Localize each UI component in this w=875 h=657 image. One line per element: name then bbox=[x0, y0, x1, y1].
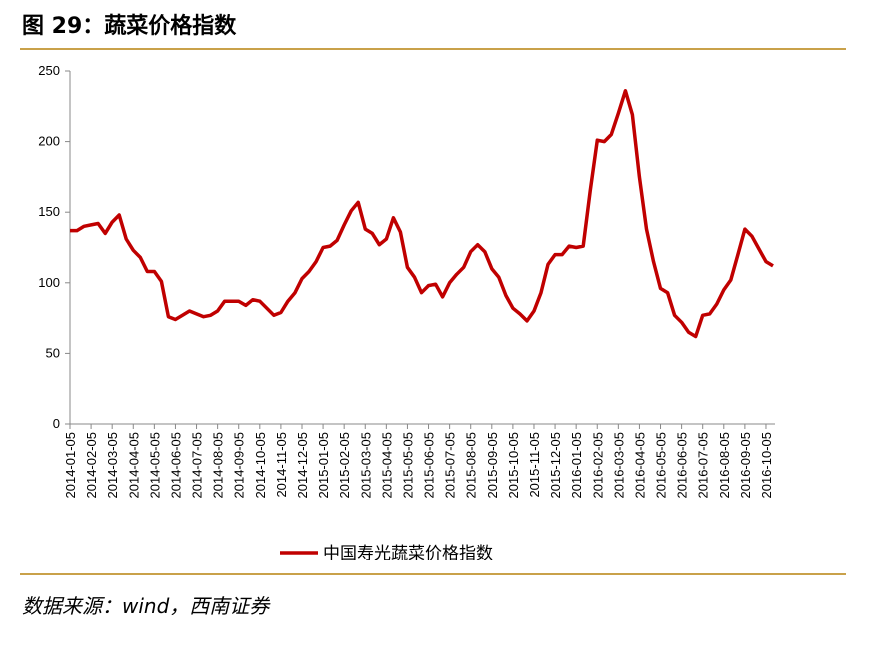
x-tick-label: 2016-05-05 bbox=[654, 432, 669, 499]
x-tick-label: 2016-02-05 bbox=[590, 432, 605, 499]
x-tick-label: 2014-05-05 bbox=[147, 432, 162, 499]
x-tick-label: 2015-04-05 bbox=[379, 432, 394, 499]
x-tick-label: 2014-08-05 bbox=[211, 432, 226, 499]
chart: 0 50 100 150 200 250 2014-01-05 2014-02-05 2014-… bbox=[38, 63, 775, 560]
x-tick-label: 2016-06-05 bbox=[675, 432, 690, 499]
line-series bbox=[70, 89, 774, 339]
x-tick-label: 2015-06-05 bbox=[422, 432, 437, 499]
x-tick-label: 2015-05-05 bbox=[400, 432, 415, 499]
x-tick-label: 2014-03-05 bbox=[105, 432, 120, 499]
x-tick-label: 2014-06-05 bbox=[168, 432, 183, 499]
source-note: 数据来源：wind，西南证券 bbox=[22, 594, 270, 618]
y-tick-label: 50 bbox=[46, 345, 60, 360]
top-rule bbox=[20, 48, 846, 50]
x-tick-label: 2016-03-05 bbox=[611, 432, 626, 499]
x-tick-label: 2014-07-05 bbox=[190, 432, 205, 499]
figure-title: 图 29：蔬菜价格指数 bbox=[22, 14, 237, 39]
bottom-rule bbox=[20, 573, 846, 575]
x-tick-label: 2015-11-05 bbox=[527, 432, 542, 498]
x-tick-label: 2016-09-05 bbox=[738, 432, 753, 499]
x-tick-label: 2016-04-05 bbox=[632, 432, 647, 499]
x-tick-label: 2015-01-05 bbox=[316, 432, 331, 499]
legend-label: 中国寿光蔬菜价格指数 bbox=[323, 544, 493, 560]
x-tick-label: 2015-09-05 bbox=[485, 432, 500, 499]
x-tick-label: 2014-11-05 bbox=[274, 432, 289, 498]
y-tick-label: 200 bbox=[38, 134, 60, 149]
y-tick-label: 0 bbox=[53, 416, 60, 431]
x-tick-label: 2015-03-05 bbox=[358, 432, 373, 499]
x-tick-label: 2015-12-05 bbox=[548, 432, 563, 499]
x-tick-label: 2016-01-05 bbox=[569, 432, 584, 499]
x-tick-label: 2016-07-05 bbox=[696, 432, 711, 499]
x-tick-label: 2014-10-05 bbox=[253, 432, 268, 499]
x-tick-label: 2016-08-05 bbox=[717, 432, 732, 499]
x-tick-label: 2015-08-05 bbox=[464, 432, 479, 499]
x-tick-label: 2014-12-05 bbox=[295, 432, 310, 499]
x-tick-label: 2015-10-05 bbox=[506, 432, 521, 499]
x-tick-label: 2015-02-05 bbox=[337, 432, 352, 499]
x-tick-label: 2014-09-05 bbox=[232, 432, 247, 499]
y-tick-label: 250 bbox=[38, 63, 60, 78]
x-tick-label: 2016-10-05 bbox=[759, 432, 774, 499]
y-tick-label: 100 bbox=[38, 275, 60, 290]
y-tick-label: 150 bbox=[38, 204, 60, 219]
x-tick-label: 2015-07-05 bbox=[443, 432, 458, 499]
x-tick-label: 2014-04-05 bbox=[126, 432, 141, 499]
x-tick-label: 2014-02-05 bbox=[84, 432, 99, 499]
x-tick-label: 2014-01-05 bbox=[63, 432, 78, 499]
